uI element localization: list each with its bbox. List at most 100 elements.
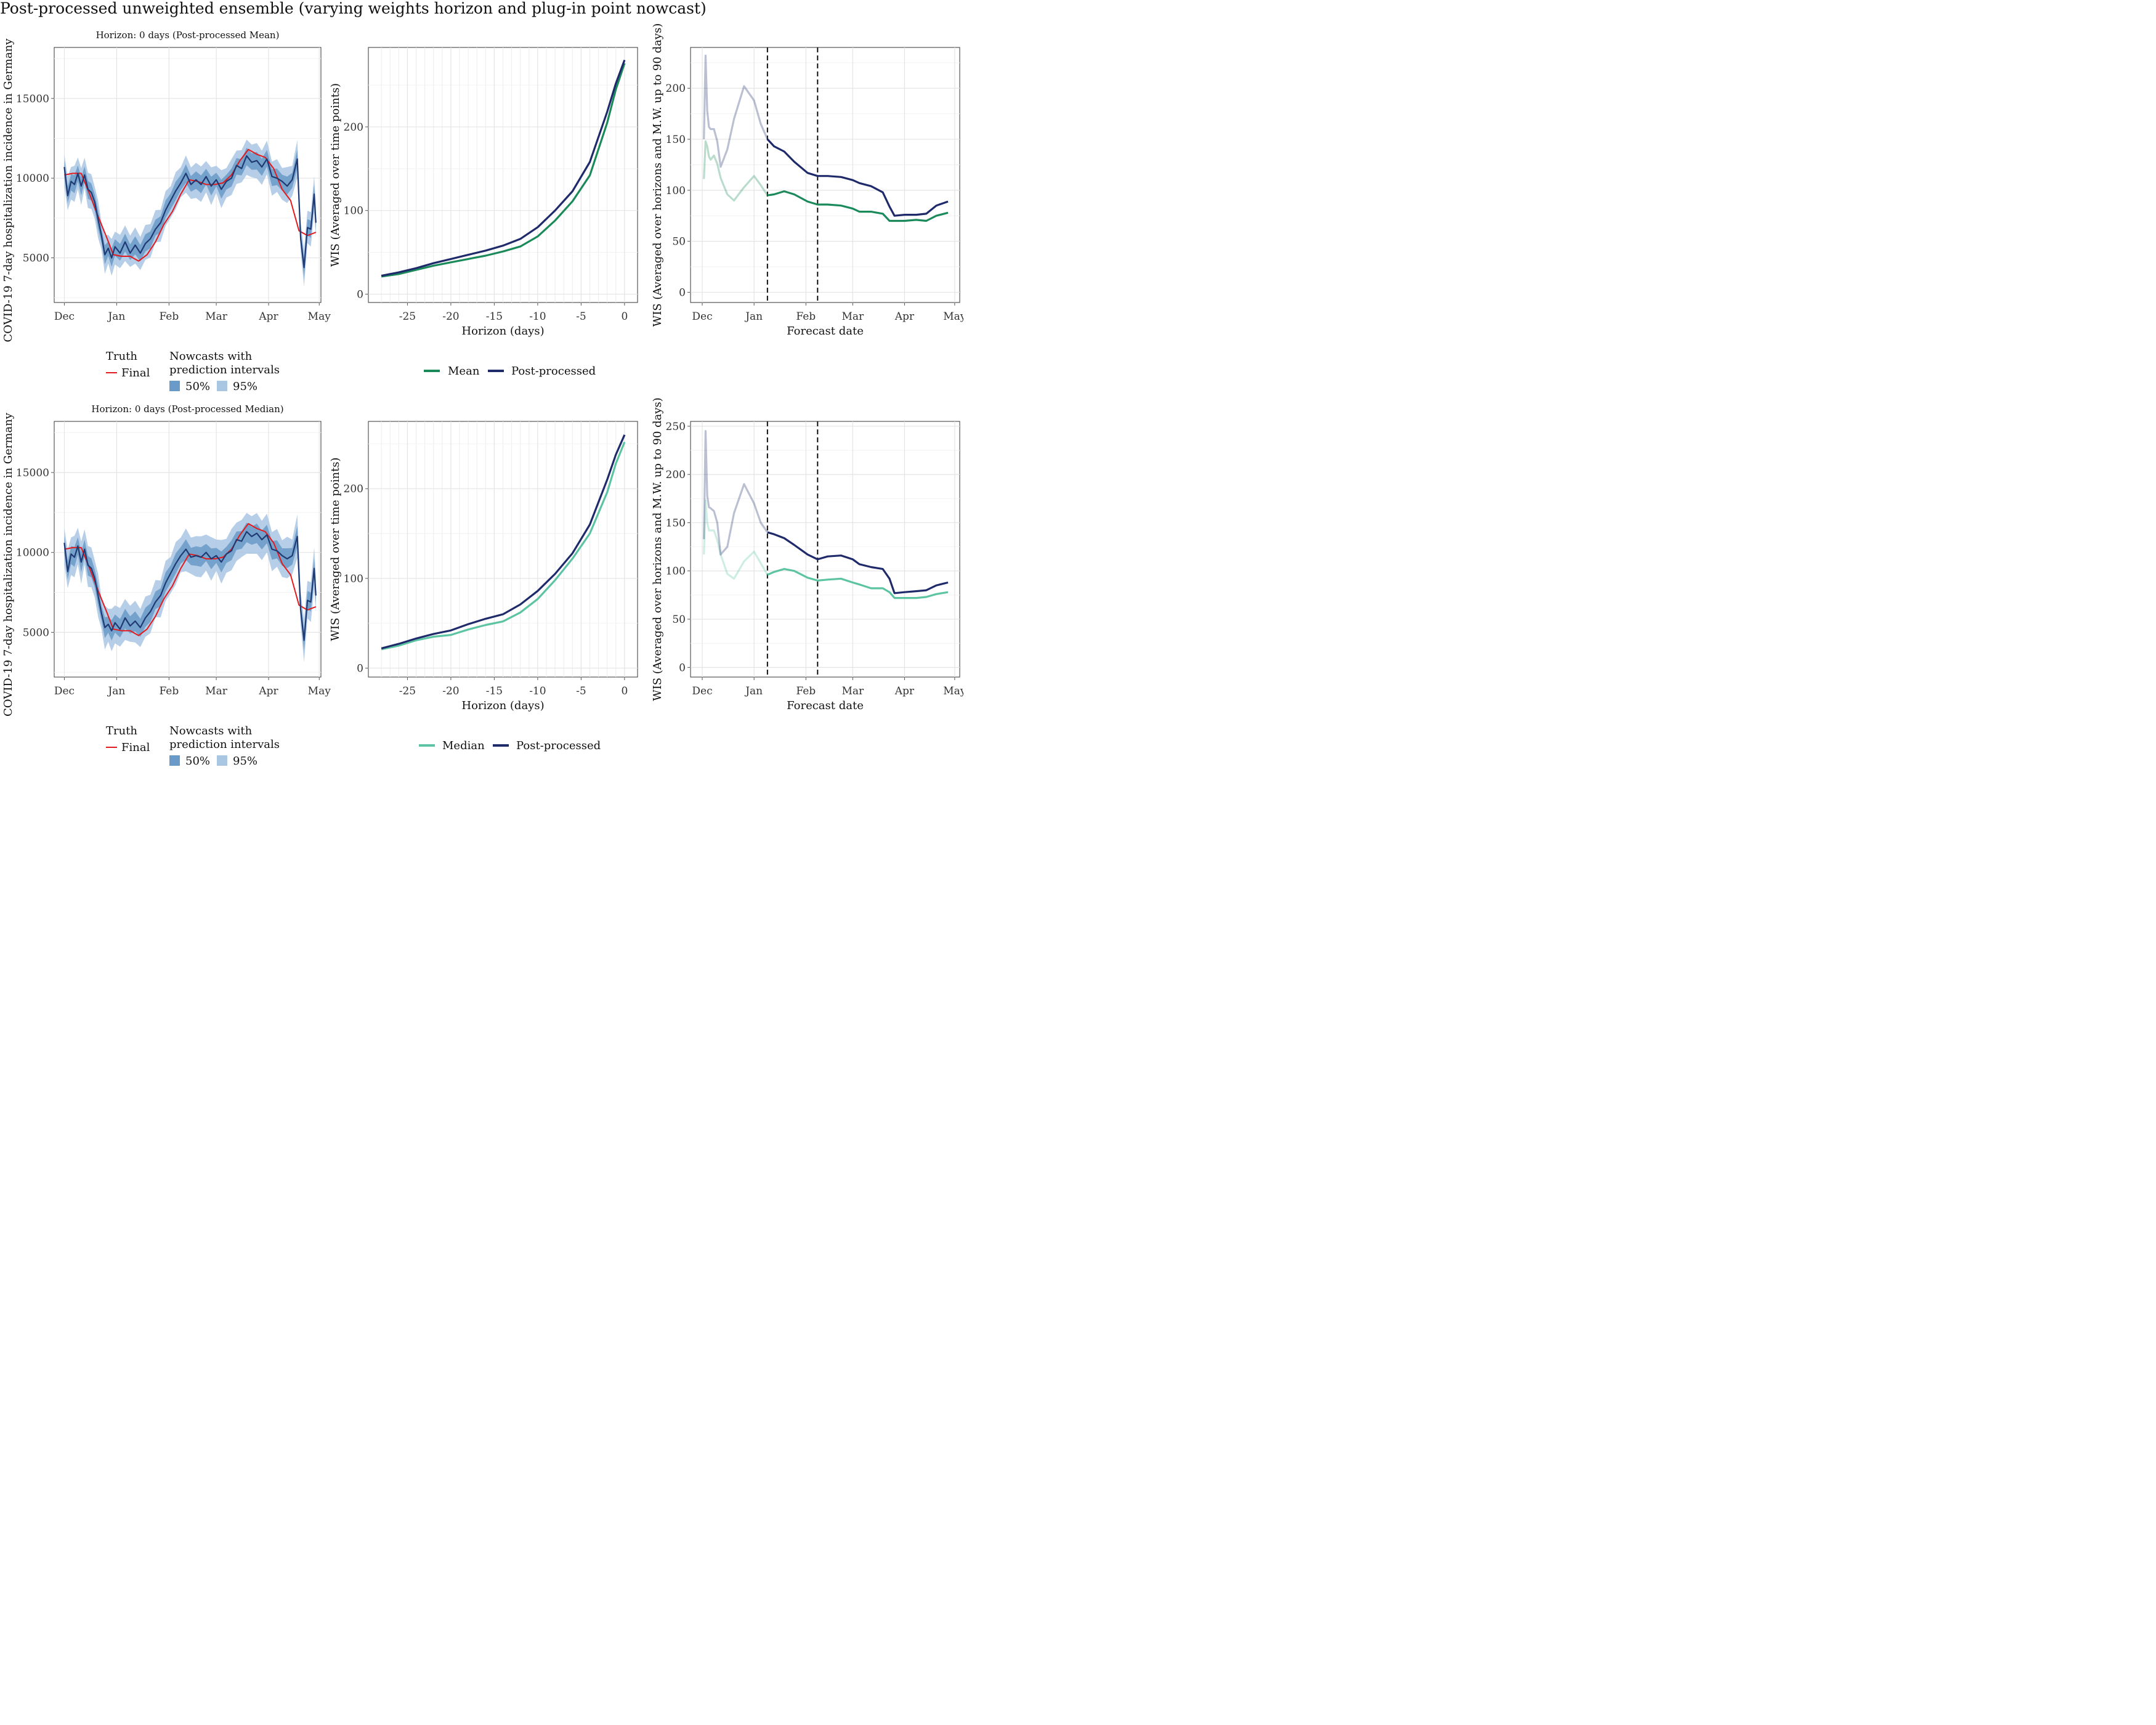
series-line-mean-burnin xyxy=(703,140,769,201)
figure-title: Post-processed unweighted ensemble (vary… xyxy=(0,0,707,17)
x-tick-label: -10 xyxy=(529,685,546,697)
pi50-band xyxy=(64,522,316,651)
y-tick-label: 200 xyxy=(344,483,363,495)
y-tick-label: 0 xyxy=(679,662,686,674)
row2-left-legend: Truth Final Nowcasts with prediction int… xyxy=(106,724,280,768)
x-tick-label: -20 xyxy=(442,310,459,323)
y-tick-label: 5000 xyxy=(23,627,49,639)
x-tick-label: May xyxy=(308,310,331,323)
x-tick-label: Feb xyxy=(159,685,179,697)
legend-nowcast-title-2b: prediction intervals xyxy=(169,738,280,751)
series-line-postprocessed xyxy=(766,138,949,217)
series-line-median-burnin xyxy=(703,499,769,580)
legend-pi95-swatch-2 xyxy=(217,755,227,766)
legend-pi95-label: 95% xyxy=(233,380,257,393)
series-line-median xyxy=(381,441,626,651)
legend-nowcast-title-1b: Nowcasts with xyxy=(169,724,253,737)
legend-mean-label: Mean xyxy=(448,365,480,378)
y-tick-label: 0 xyxy=(357,288,363,301)
x-tick-label: -25 xyxy=(399,685,416,697)
legend-median-label: Median xyxy=(442,739,485,752)
legend-truth-title-2: Truth xyxy=(106,724,137,737)
series-line-mean xyxy=(381,63,626,278)
y-tick-label: 50 xyxy=(672,236,686,248)
x-tick-label: Jan xyxy=(107,310,125,323)
y-axis-label: WIS (Averaged over time points) xyxy=(329,457,342,641)
x-tick-label: Dec xyxy=(54,685,75,697)
x-tick-label: Dec xyxy=(54,310,75,323)
legend-pi95-label-2: 95% xyxy=(233,755,257,768)
x-tick-label: Apr xyxy=(258,310,278,323)
series-line-postprocessed xyxy=(767,531,949,595)
x-tick-label: 0 xyxy=(621,685,628,697)
row2-series-legend: Median Post-processed xyxy=(419,739,601,752)
series-line-postprocessed xyxy=(381,434,626,649)
y-tick-label: 200 xyxy=(344,121,363,134)
y-tick-label: 10000 xyxy=(16,547,49,559)
series-line-postprocessed xyxy=(381,59,626,277)
legend-truth-final: Final xyxy=(121,367,150,380)
incidence-y-axis-label: COVID-19 7-day hospitalization incidence… xyxy=(2,38,15,343)
x-tick-label: Jan xyxy=(744,685,763,697)
x-tick-label: Mar xyxy=(205,310,228,323)
y-axis-label: WIS (Averaged over horizons and M.W. up … xyxy=(651,23,664,327)
y-tick-label: 100 xyxy=(344,573,363,585)
y-tick-label: 0 xyxy=(357,662,363,675)
series-line-median xyxy=(767,567,949,599)
x-tick-label: 0 xyxy=(621,310,628,323)
y-tick-label: 15000 xyxy=(16,93,49,105)
series-line-postprocessed-burnin xyxy=(703,430,769,556)
legend-truth-final-2: Final xyxy=(121,741,150,754)
legend-pi50-label: 50% xyxy=(185,380,210,393)
figure-canvas: Post-processed unweighted ensemble (vary… xyxy=(0,0,963,768)
row1-series-legend: Mean Post-processed xyxy=(424,365,596,378)
nowcast-line xyxy=(63,155,317,269)
legend-pi95-swatch xyxy=(217,381,227,391)
x-tick-label: Apr xyxy=(894,310,915,323)
y-tick-label: 50 xyxy=(672,614,686,626)
x-axis-label: Horizon (days) xyxy=(461,325,544,338)
legend-postprocessed-label-2: Post-processed xyxy=(516,739,601,752)
y-tick-label: 200 xyxy=(666,83,686,95)
y-tick-label: 150 xyxy=(666,134,686,146)
x-tick-label: -15 xyxy=(486,310,503,323)
panel-subtitle-mean: Horizon: 0 days (Post-processed Mean) xyxy=(96,30,280,41)
y-tick-label: 150 xyxy=(666,517,686,529)
y-tick-label: 100 xyxy=(344,205,363,217)
x-tick-label: -25 xyxy=(399,310,416,323)
y-tick-label: 5000 xyxy=(23,253,49,265)
series-line-mean xyxy=(767,190,949,222)
legend-pi50-swatch xyxy=(169,381,180,391)
x-tick-label: Apr xyxy=(258,685,278,697)
y-tick-label: 250 xyxy=(666,421,686,433)
legend-pi50-swatch-2 xyxy=(169,755,180,766)
x-tick-label: Jan xyxy=(744,310,763,323)
x-tick-label: Mar xyxy=(841,685,864,697)
legend-pi50-label-2: 50% xyxy=(185,755,210,768)
row1-left-legend: Truth Final Nowcasts with prediction int… xyxy=(106,350,280,393)
x-tick-label: May xyxy=(943,685,963,697)
incidence-y-axis-label: COVID-19 7-day hospitalization incidence… xyxy=(2,412,15,716)
nowcast-line xyxy=(63,530,317,641)
x-tick-label: May xyxy=(308,685,331,697)
x-tick-label: -15 xyxy=(486,685,503,697)
x-tick-label: -10 xyxy=(529,310,546,323)
x-axis-label: Forecast date xyxy=(787,699,864,712)
x-tick-label: Feb xyxy=(159,310,179,323)
legend-nowcast-title-1: Nowcasts with xyxy=(169,350,253,363)
x-tick-label: Apr xyxy=(894,685,915,697)
y-axis-label: WIS (Averaged over horizons and M.W. up … xyxy=(651,397,664,701)
y-tick-label: 10000 xyxy=(16,172,49,185)
pi50-band xyxy=(64,147,316,277)
legend-truth-title: Truth xyxy=(106,350,137,363)
x-tick-label: -5 xyxy=(576,685,586,697)
x-axis-label: Horizon (days) xyxy=(461,699,544,712)
y-axis-label: WIS (Averaged over time points) xyxy=(329,83,342,267)
x-tick-label: Dec xyxy=(692,310,712,323)
x-tick-label: May xyxy=(943,310,963,323)
y-tick-label: 100 xyxy=(666,185,686,197)
x-tick-label: Feb xyxy=(796,310,816,323)
x-tick-label: Jan xyxy=(107,685,125,697)
legend-nowcast-title-2: prediction intervals xyxy=(169,363,280,376)
